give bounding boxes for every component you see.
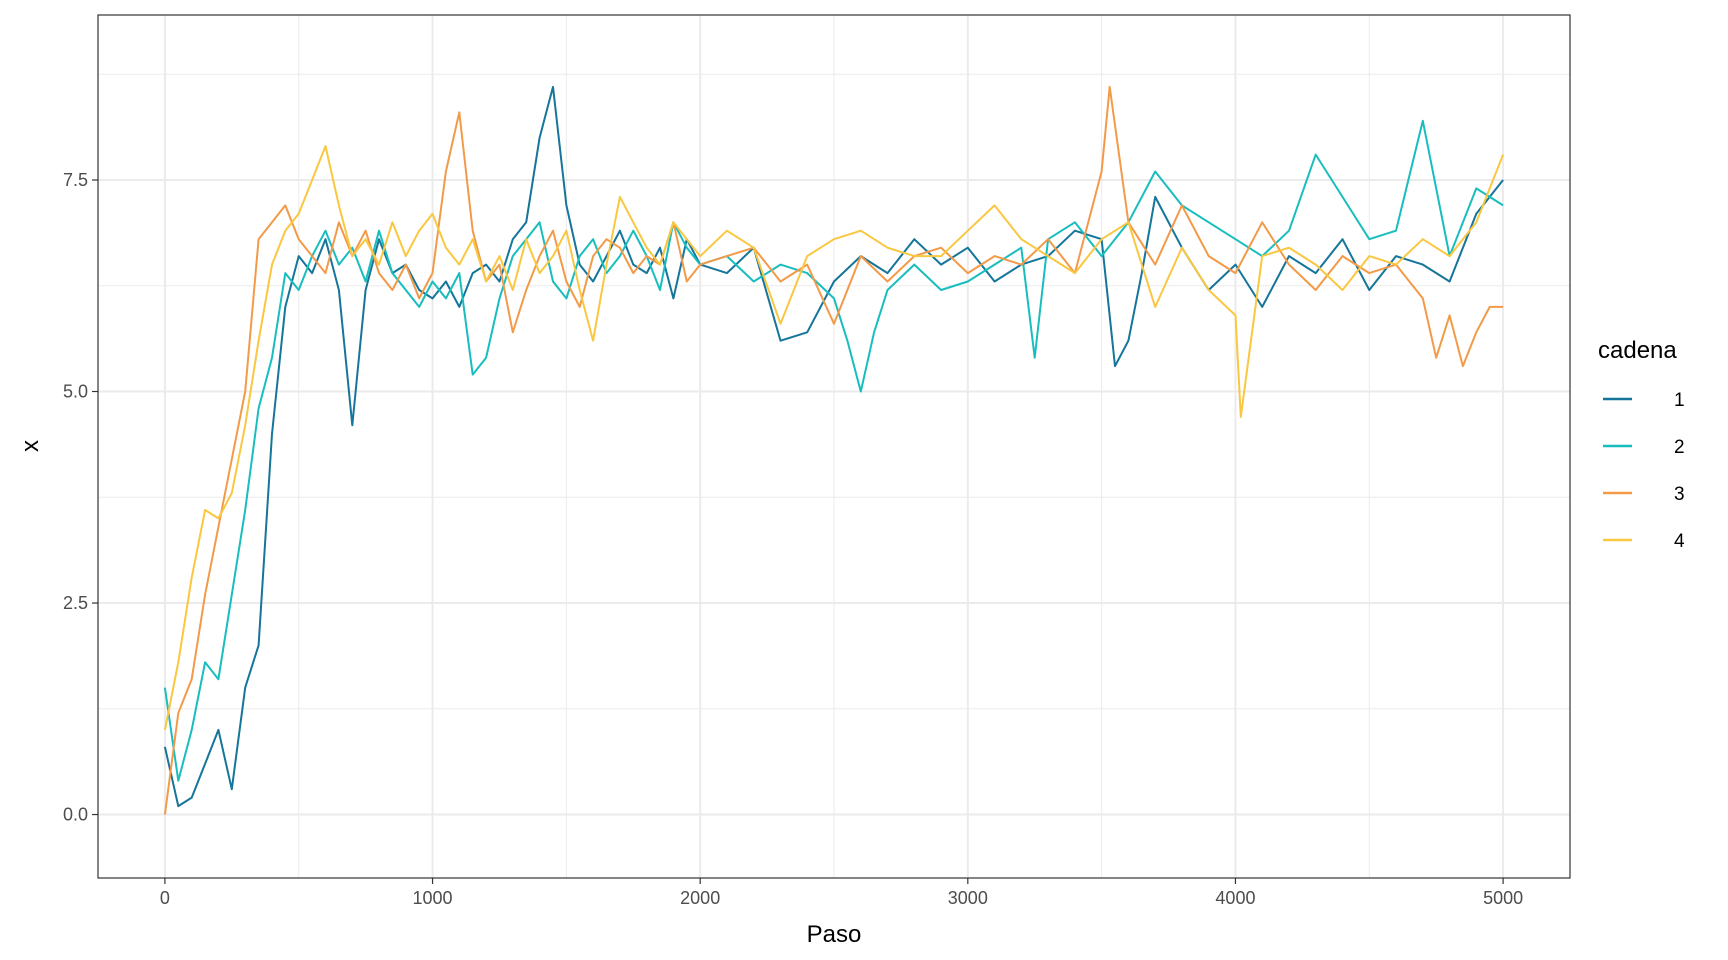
legend-label-2: 2 (1674, 437, 1685, 458)
major-gridlines (98, 15, 1570, 878)
x-axis-title: Paso (807, 921, 862, 948)
y-axis-title: x (17, 440, 44, 452)
x-tick-label: 5000 (1483, 888, 1523, 908)
series-line-4 (163, 145, 1505, 731)
x-tick-label: 1000 (413, 888, 453, 908)
minor-gridlines (98, 15, 1570, 878)
y-tick-label: 5.0 (63, 382, 88, 402)
legend-label-4: 4 (1674, 531, 1685, 552)
y-axis-ticks: 0.0 2.5 5.0 7.5 (63, 170, 98, 825)
plot-border (97, 14, 1571, 879)
x-tick-label: 3000 (948, 888, 988, 908)
legend: cadena 1 2 3 4 (1598, 337, 1685, 552)
legend-label-3: 3 (1674, 484, 1685, 505)
series-lines (163, 85, 1505, 815)
series-line-2 (163, 119, 1504, 782)
x-tick-label: 4000 (1215, 888, 1255, 908)
x-tick-label: 2000 (680, 888, 720, 908)
y-tick-label: 2.5 (63, 593, 88, 613)
legend-label-1: 1 (1674, 390, 1685, 411)
x-tick-label: 0 (160, 888, 170, 908)
x-axis-ticks: 0 1000 2000 3000 4000 5000 (160, 878, 1523, 908)
y-tick-label: 0.0 (63, 805, 88, 825)
y-tick-label: 7.5 (63, 170, 88, 190)
legend-title: cadena (1598, 337, 1677, 364)
